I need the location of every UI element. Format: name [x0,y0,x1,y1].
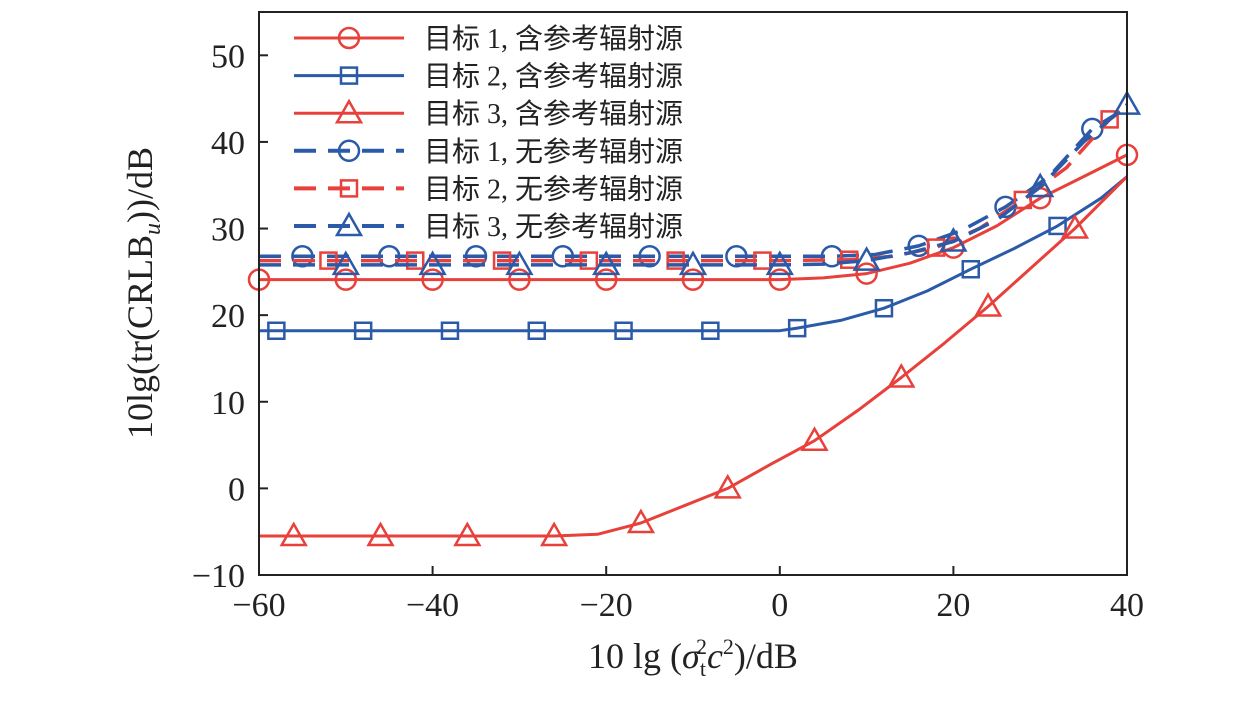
series-marker [539,521,569,547]
series-marker [319,251,338,270]
series-marker [855,262,878,285]
x-axis-title: 10 lg (σt2c2)/dB [588,634,798,681]
series-marker [1013,190,1033,210]
legend-label: 目标 2, 含参考辐射源 [424,61,683,93]
legend-entry-3: 目标 3, 含参考辐射源 [294,98,683,130]
plot-frame [258,11,1128,576]
series-marker [626,508,656,534]
legend-marker [339,179,359,198]
series-marker [701,321,720,340]
series-marker [800,426,829,451]
legend-label: 目标 3, 含参考辐射源 [424,98,683,130]
legend-marker [337,26,361,50]
series-marker [353,321,373,340]
series-line [259,103,1129,267]
y-tick-label: 30 [211,212,245,249]
legend-label: 目标 2, 无参考辐射源 [424,173,683,205]
series-marker [713,473,742,499]
x-tick-label: 0 [771,587,788,624]
legend-entry-1: 目标 1, 含参考辐射源 [294,23,683,55]
legend-entry-6: 目标 3, 无参考辐射源 [294,211,683,243]
series-marker [973,291,1003,317]
axes: −60 −40 −20 0 20 40 −10 0 10 20 30 40 50 [192,11,1144,624]
series-marker [492,251,512,270]
series-marker [852,246,881,271]
series-2 [259,175,1128,340]
series-3 [259,175,1129,547]
series-marker [787,318,807,338]
series-marker [874,298,894,318]
series-line [259,175,1128,333]
series-line [259,105,1128,263]
legend-entry-2: 目标 2, 含参考辐射源 [294,61,683,93]
series-marker [1048,216,1067,236]
series-marker [678,250,708,276]
series-marker [551,245,575,268]
legend-marker [334,98,364,124]
series-marker [334,268,358,291]
series-marker [666,251,685,270]
series-marker [579,251,599,270]
series-layer [247,90,1142,547]
legend-marker [334,211,364,237]
legend-marker [337,139,361,163]
series-marker [1100,110,1119,129]
series-marker [887,362,916,388]
series-marker [267,321,286,340]
series-line [259,153,1128,282]
series-marker [279,521,308,547]
series-marker [765,250,794,276]
series-marker [592,250,621,276]
series-marker [421,268,444,291]
series-line [259,175,1129,538]
series-marker [377,245,401,268]
series-marker [768,268,792,291]
series-marker [505,250,534,276]
series-marker [508,268,531,291]
series-marker [405,251,425,270]
series-6 [259,90,1142,276]
series-marker [453,521,482,547]
series-marker [366,521,395,547]
series-marker [440,321,460,340]
y-tick-label: 40 [211,125,245,162]
y-tick-label: 10 [211,385,245,422]
series-4 [259,105,1128,268]
series-marker [939,227,968,252]
series-5 [259,105,1128,270]
series-marker [1081,117,1104,141]
series-marker [753,251,772,270]
series-line [259,105,1128,259]
x-tick-label: 20 [936,587,970,624]
series-marker [527,321,547,340]
legend-label: 目标 3, 无参考辐射源 [424,211,683,243]
x-tick-label: −60 [232,587,285,624]
legend-label: 目标 1, 无参考辐射源 [424,136,683,168]
x-tick-label: 40 [1110,587,1144,624]
y-tick-label: −10 [192,558,245,595]
series-marker [614,321,633,340]
x-tick-label: −20 [580,587,633,624]
series-marker [961,259,981,279]
y-tick-label: 20 [211,298,245,335]
y-tick-label: 0 [228,471,245,508]
legend-entry-4: 目标 1, 无参考辐射源 [294,136,683,168]
series-marker [1026,172,1055,198]
series-marker [331,250,360,276]
series-marker [418,250,447,276]
legend-marker [339,66,359,85]
x-tick-label: −40 [406,587,459,624]
series-marker [594,268,618,291]
series-marker [1060,214,1090,239]
y-tick-label: 50 [211,38,245,75]
legend-entry-5: 目标 2, 无参考辐射源 [294,173,683,205]
y-axis-title: 10lg(tr(CRLBu))/dB [120,147,166,439]
series-marker [681,268,705,291]
legend-label: 目标 1, 含参考辐射源 [424,23,683,55]
